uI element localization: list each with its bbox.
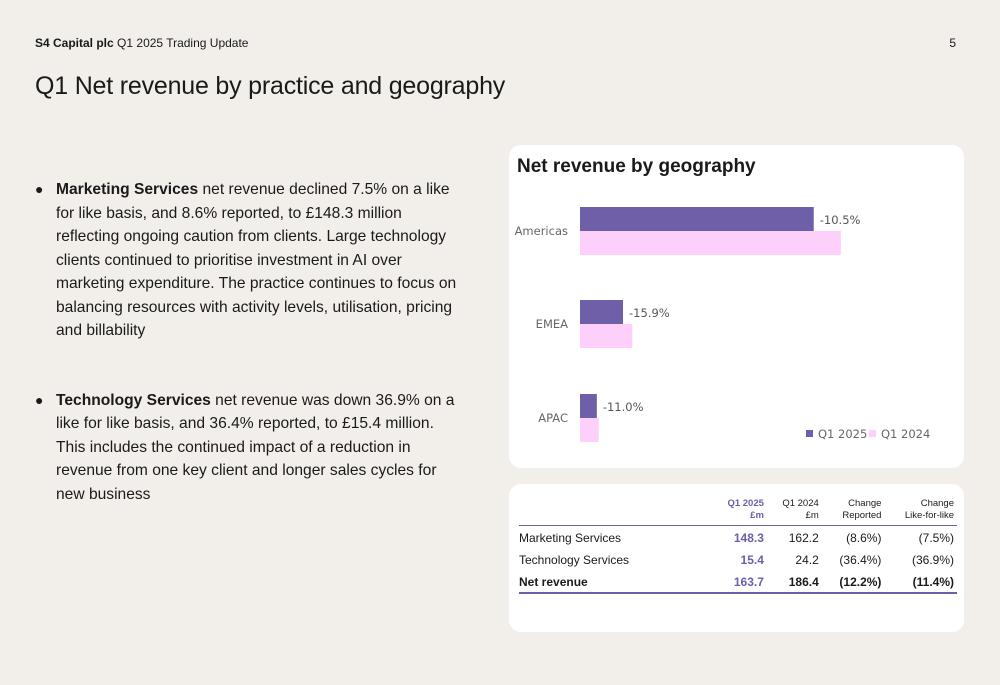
cell-q1-2024: 162.2: [788, 531, 819, 545]
bullet-heading: Technology Services: [56, 391, 211, 409]
row-label: Net revenue: [519, 575, 588, 589]
row-label: Marketing Services: [519, 531, 622, 545]
document-name: Q1 2025 Trading Update: [117, 36, 249, 50]
page-number: 5: [949, 36, 956, 50]
category-label: EMEA: [536, 317, 568, 331]
bullet-list: ● Marketing Services net revenue decline…: [35, 178, 465, 552]
cell-change-lfl: (7.5%): [918, 531, 954, 545]
table-row-total: Net revenue 163.7 186.4 (12.2%) (11.4%): [519, 570, 957, 593]
bullet-heading: Marketing Services: [56, 181, 199, 198]
cell-q1-2024: 186.4: [788, 575, 819, 589]
cell-q1-2025: 163.7: [733, 575, 764, 589]
row-label: Technology Services: [519, 553, 630, 567]
legend-label: Q1 2025: [818, 427, 867, 441]
cell-change-lfl: (11.4%): [912, 575, 954, 589]
table-header-row: Q1 2025 £m Q1 2024 £m Change Reported Chang…: [519, 498, 957, 526]
bar-q1-2024: [580, 418, 599, 442]
cell-q1-2025: 148.3: [733, 531, 764, 545]
bullet-dot-icon: ●: [35, 391, 44, 408]
column-header-q1-2025: Q1 2025 £m: [727, 498, 764, 521]
cell-change-reported: (12.2%): [839, 575, 882, 589]
data-label: -15.9%: [629, 306, 670, 320]
cell-q1-2024: 24.2: [795, 553, 819, 567]
legend-swatch: [869, 430, 876, 437]
bar-q1-2025: [580, 300, 624, 324]
column-header-q1-2024: Q1 2024 £m: [782, 498, 819, 521]
company-name: S4 Capital plc: [35, 36, 114, 50]
revenue-table-card: Q1 2025 £m Q1 2024 £m Change Reported Chang…: [509, 484, 964, 632]
data-label: -11.0%: [603, 400, 644, 414]
bar-q1-2025: [580, 394, 597, 418]
bullet-technology-services: ● Technology Services net revenue was do…: [35, 389, 465, 507]
bullet-text: net revenue declined 7.5% on a like for …: [56, 181, 457, 339]
column-header-change-reported: Change Reported: [842, 498, 882, 521]
header-title: S4 Capital plc Q1 2025 Trading Update: [35, 36, 248, 50]
bullet-text: net revenue was down 36.9% on a like for…: [56, 391, 455, 503]
bar-q1-2024: [580, 324, 633, 348]
legend-label: Q1 2024: [881, 427, 930, 441]
bar-q1-2024: [580, 231, 841, 255]
column-header-practice: [519, 498, 712, 526]
cell-change-reported: (36.4%): [839, 553, 882, 567]
cell-change-reported: (8.6%): [846, 531, 882, 545]
chart-title: Net revenue by geography: [517, 156, 756, 177]
cell-change-lfl: (36.9%): [911, 553, 954, 567]
cell-q1-2025: 15.4: [740, 553, 764, 567]
bullet-dot-icon: ●: [35, 181, 44, 197]
column-header-change-lfl: Change Like-for-like: [904, 498, 954, 521]
geography-chart-card: Net revenue by geography Americas -10.5% E…: [509, 145, 964, 468]
bullet-marketing-services: ● Marketing Services net revenue decline…: [35, 178, 465, 343]
bar-q1-2025: [580, 207, 814, 231]
revenue-table: Q1 2025 £m Q1 2024 £m Change Reported Chang…: [519, 498, 957, 594]
page-title: Q1 Net revenue by practice and geography: [35, 72, 506, 100]
table-row: Technology Services 15.4 24.2 (36.4%) (3…: [519, 548, 957, 570]
geography-bar-chart: Americas -10.5% EMEA -15.9% APAC -11.0% Q1 202…: [515, 207, 930, 442]
category-label: Americas: [515, 224, 568, 238]
data-label: -10.5%: [820, 213, 861, 227]
legend-swatch: [806, 430, 813, 437]
table-row: Marketing Services 148.3 162.2 (8.6%) (7…: [519, 526, 957, 549]
category-label: APAC: [538, 411, 568, 425]
